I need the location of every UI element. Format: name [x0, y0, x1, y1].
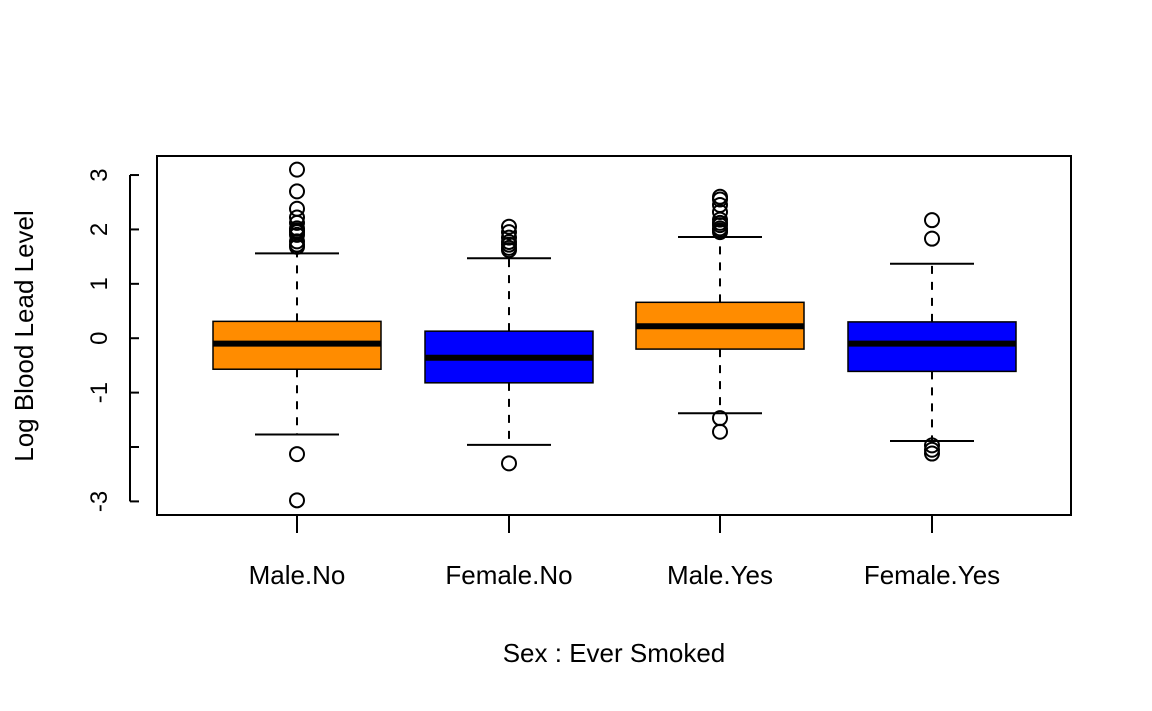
y-tick-label: -3 [86, 491, 113, 512]
outlier-point [289, 238, 305, 255]
x-category-label: Female.No [445, 560, 572, 590]
outlier-point [289, 161, 305, 178]
y-axis-title: Log Blood Lead Level [9, 210, 39, 462]
outlier-point [712, 423, 728, 440]
y-tick-label: 0 [86, 332, 113, 345]
outlier-point [712, 224, 728, 241]
outlier-point [289, 226, 305, 243]
y-tick-label: -1 [86, 382, 113, 403]
x-axis-title: Sex : Ever Smoked [503, 638, 726, 668]
x-category-label: Male.No [249, 560, 346, 590]
outlier-point [289, 492, 305, 509]
plot-frame [156, 155, 1072, 516]
x-category-label: Female.Yes [864, 560, 1000, 590]
outlier-point [924, 212, 940, 229]
x-category-label: Male.Yes [667, 560, 773, 590]
outlier-point [289, 183, 305, 200]
outlier-point [501, 224, 517, 241]
y-tick-label: 2 [86, 223, 113, 236]
outlier-point [924, 437, 940, 454]
y-tick-label: 1 [86, 277, 113, 290]
outlier-point [501, 242, 517, 259]
outlier-point [501, 218, 517, 235]
y-tick-label: 3 [86, 168, 113, 181]
outlier-point [924, 230, 940, 247]
outlier-point [289, 446, 305, 463]
outlier-point [712, 191, 728, 208]
outlier-point [501, 455, 517, 472]
outlier-point [501, 229, 517, 246]
outlier-point [289, 214, 305, 231]
outlier-point [924, 445, 940, 462]
